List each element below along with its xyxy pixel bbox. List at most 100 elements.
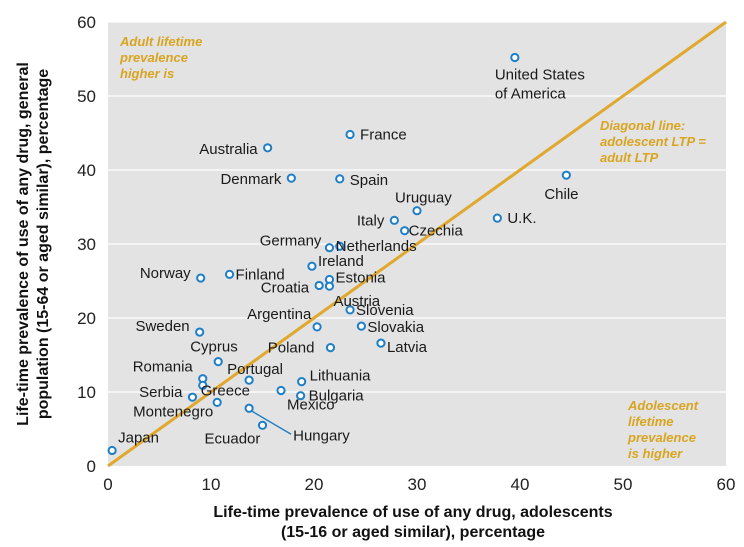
- point-uruguay: [412, 206, 422, 216]
- annotation-adolescent-higher: prevalence: [627, 430, 696, 445]
- label-poland: Poland: [268, 340, 315, 357]
- label-portugal: Portugal: [227, 361, 283, 378]
- point-slovakia: [356, 321, 366, 331]
- point-labels: United States of America France Australia De…: [118, 67, 585, 448]
- point-hungary: [244, 403, 254, 413]
- label-estonia: Estonia: [335, 270, 386, 287]
- label-montenegro: Montenegro: [133, 403, 213, 420]
- point-netherlands: [335, 241, 345, 251]
- label-austria: Austria: [333, 293, 380, 310]
- label-u-k: U.K.: [507, 210, 536, 227]
- label-sweden: Sweden: [135, 318, 189, 335]
- point-japan: [107, 445, 117, 456]
- x-tick-label: 20: [305, 475, 324, 494]
- label-spain: Spain: [350, 172, 388, 189]
- point-denmark: [286, 173, 296, 183]
- point-ecuador: [257, 420, 268, 430]
- point-lithuania: [297, 377, 307, 387]
- annotation-diagonal: adolescent LTP =: [600, 134, 706, 149]
- label-greece: Greece: [201, 382, 250, 399]
- annotation-diagonal: adult LTP: [600, 150, 659, 165]
- x-axis: 0 10 20 30 40 50 60: [103, 475, 735, 494]
- point-sweden: [195, 327, 205, 337]
- label-serbia: Serbia: [139, 384, 183, 401]
- point-italy: [389, 215, 399, 225]
- label-germany: Germany: [260, 233, 322, 250]
- x-tick-label: 40: [511, 475, 530, 494]
- label-bulgaria: Bulgaria: [309, 388, 365, 405]
- label-hungary: Hungary: [293, 427, 350, 444]
- point-cyprus: [213, 357, 223, 367]
- annotation-diagonal: Diagonal line:: [600, 118, 685, 133]
- point-bulgaria: [296, 391, 306, 401]
- label-denmark: Denmark: [220, 171, 281, 188]
- x-tick-label: 0: [103, 475, 112, 494]
- y-axis-title: population (15-64 or aged similar), perc…: [35, 69, 52, 419]
- label-mexico: Mexico: [287, 397, 335, 414]
- point-poland: [325, 343, 336, 353]
- y-tick-label: 20: [77, 309, 96, 328]
- label-czechia: Czechia: [409, 223, 464, 240]
- annotation-adolescent-higher: lifetime: [628, 414, 674, 429]
- point-germany: [324, 243, 335, 253]
- label-cyprus: Cyprus: [190, 339, 238, 356]
- data-points: [107, 52, 571, 456]
- point-austria: [324, 281, 335, 291]
- point-portugal: [244, 375, 254, 385]
- y-tick-label: 0: [87, 457, 96, 476]
- label-australia: Australia: [199, 141, 258, 158]
- y-tick-label: 40: [77, 161, 96, 180]
- point-u-k: [492, 213, 502, 223]
- label-japan: Japan: [118, 429, 159, 446]
- y-tick-label: 30: [77, 235, 96, 254]
- annotation-adult-higher: higher is: [120, 66, 174, 81]
- label-slovakia: Slovakia: [367, 319, 424, 336]
- y-tick-label: 60: [77, 13, 96, 32]
- axis-titles: Life-time prevalence of use of any drug,…: [15, 62, 613, 541]
- label-ecuador: Ecuador: [205, 430, 261, 447]
- point-greece: [198, 380, 208, 390]
- point-chile: [561, 170, 571, 180]
- x-tick-label: 10: [202, 475, 221, 494]
- annotation-adolescent-higher: is higher: [628, 446, 683, 461]
- hungary-leader-line: [251, 410, 292, 435]
- x-tick-label: 30: [408, 475, 427, 494]
- label-chile: Chile: [544, 186, 578, 203]
- label-france: France: [360, 126, 407, 143]
- annotation-adult-higher: prevalence: [119, 50, 188, 65]
- label-lithuania: Lithuania: [310, 368, 372, 385]
- point-australia: [263, 143, 273, 153]
- x-axis-title: Life-time prevalence of use of any drug,…: [213, 504, 612, 521]
- point-united-states: [510, 52, 520, 63]
- diagonal-reference-line: [107, 20, 727, 468]
- point-norway: [196, 273, 206, 283]
- point-finland: [224, 269, 235, 279]
- label-united-states: of America: [495, 86, 567, 103]
- label-uruguay: Uruguay: [395, 190, 452, 207]
- point-france: [345, 129, 355, 140]
- annotation-adolescent-higher: Adolescent: [627, 398, 699, 413]
- y-tick-label: 10: [77, 383, 96, 402]
- label-argentina: Argentina: [247, 306, 312, 323]
- label-ireland: Ireland: [318, 253, 364, 270]
- y-tick-label: 50: [77, 87, 96, 106]
- point-latvia: [376, 338, 386, 348]
- point-croatia: [314, 280, 324, 291]
- point-ireland: [307, 261, 317, 271]
- x-tick-label: 50: [614, 475, 633, 494]
- point-serbia: [187, 392, 198, 402]
- label-latvia: Latvia: [387, 339, 428, 356]
- x-axis-title: (15-16 or aged similar), percentage: [281, 524, 545, 541]
- point-montenegro: [212, 397, 222, 407]
- label-norway: Norway: [140, 265, 191, 282]
- point-mexico: [276, 385, 286, 396]
- label-croatia: Croatia: [261, 279, 310, 296]
- label-italy: Italy: [357, 212, 385, 229]
- y-axis: 0 10 20 30 40 50 60: [77, 13, 96, 476]
- point-slovenia: [345, 305, 355, 315]
- point-argentina: [312, 322, 322, 332]
- point-czechia: [400, 226, 410, 236]
- x-tick-label: 60: [717, 475, 736, 494]
